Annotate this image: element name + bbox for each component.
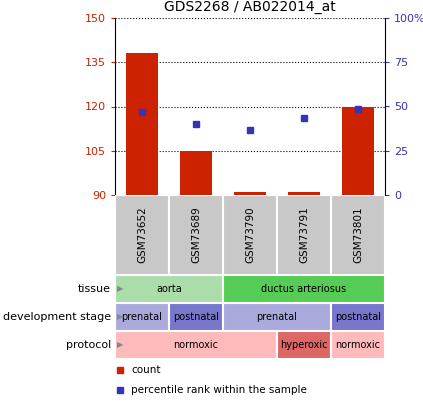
- Bar: [180, 151, 212, 195]
- Bar: [223, 195, 277, 275]
- Title: GDS2268 / AB022014_at: GDS2268 / AB022014_at: [164, 0, 336, 14]
- Text: normoxic: normoxic: [173, 340, 219, 350]
- Bar: [223, 303, 331, 331]
- Bar: [277, 331, 331, 359]
- Text: percentile rank within the sample: percentile rank within the sample: [131, 385, 307, 395]
- Text: ▶: ▶: [117, 284, 124, 294]
- Bar: [331, 331, 385, 359]
- Bar: [342, 107, 374, 195]
- Bar: [126, 53, 158, 195]
- Text: count: count: [131, 365, 161, 375]
- Text: GSM73801: GSM73801: [353, 207, 363, 263]
- Bar: [277, 195, 331, 275]
- Text: ductus arteriosus: ductus arteriosus: [261, 284, 346, 294]
- Bar: [115, 195, 169, 275]
- Bar: [331, 195, 385, 275]
- Bar: [234, 192, 266, 195]
- Text: GSM73791: GSM73791: [299, 207, 309, 263]
- Text: GSM73790: GSM73790: [245, 207, 255, 263]
- Text: prenatal: prenatal: [257, 312, 297, 322]
- Text: prenatal: prenatal: [121, 312, 162, 322]
- Text: ▶: ▶: [117, 313, 124, 322]
- Bar: [169, 195, 223, 275]
- Text: normoxic: normoxic: [335, 340, 381, 350]
- Text: GSM73652: GSM73652: [137, 207, 147, 263]
- Text: GSM73689: GSM73689: [191, 207, 201, 263]
- Bar: [288, 192, 320, 195]
- Text: development stage: development stage: [3, 312, 111, 322]
- Bar: [115, 303, 169, 331]
- Text: postnatal: postnatal: [335, 312, 381, 322]
- Bar: [223, 275, 385, 303]
- Text: tissue: tissue: [78, 284, 111, 294]
- Bar: [115, 275, 223, 303]
- Text: aorta: aorta: [156, 284, 182, 294]
- Bar: [115, 331, 277, 359]
- Text: hyperoxic: hyperoxic: [280, 340, 328, 350]
- Bar: [331, 303, 385, 331]
- Text: protocol: protocol: [66, 340, 111, 350]
- Text: ▶: ▶: [117, 341, 124, 350]
- Text: postnatal: postnatal: [173, 312, 219, 322]
- Bar: [169, 303, 223, 331]
